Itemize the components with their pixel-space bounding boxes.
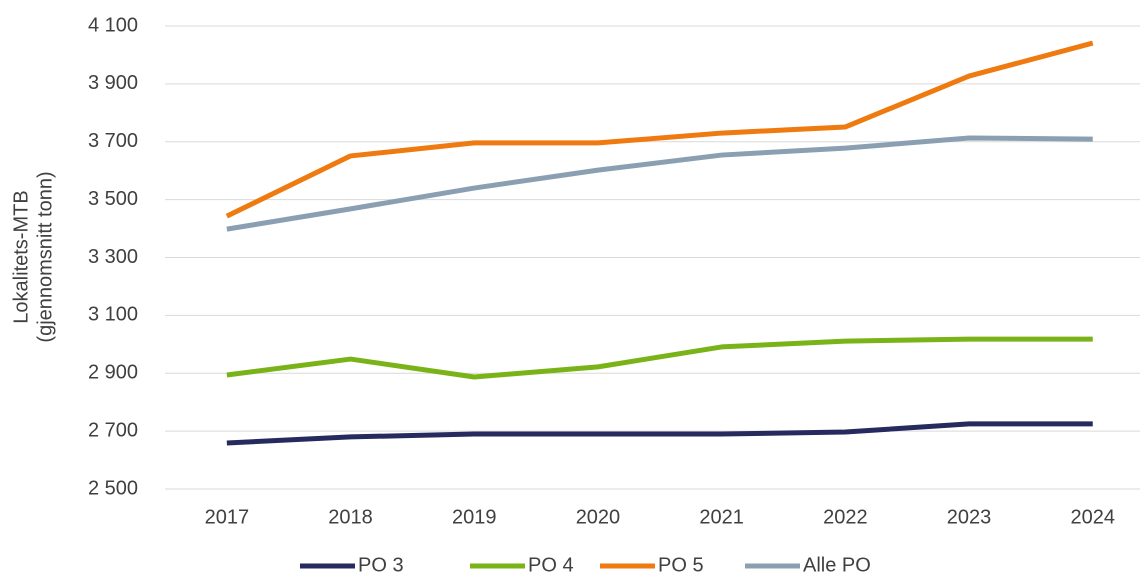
y-axis-label: (gjennomsnitt tonn) bbox=[34, 171, 56, 342]
line-series bbox=[226, 421, 1093, 446]
y-axis-label: Lokalitets-MTB bbox=[10, 190, 32, 323]
y-tick-label: 3 100 bbox=[88, 304, 138, 326]
y-tick-label: 4 100 bbox=[88, 14, 138, 36]
y-tick-label: 3 700 bbox=[88, 130, 138, 152]
y-tick-label: 2 700 bbox=[88, 419, 138, 441]
x-tick-label: 2020 bbox=[576, 506, 621, 528]
legend-label: PO 4 bbox=[528, 554, 574, 576]
x-tick-label: 2022 bbox=[823, 506, 868, 528]
line-series bbox=[226, 336, 1093, 380]
legend-label: PO 5 bbox=[658, 554, 704, 576]
y-tick-label: 2 900 bbox=[88, 362, 138, 384]
y-tick-label: 3 300 bbox=[88, 246, 138, 268]
y-tick-label: 3 900 bbox=[88, 72, 138, 94]
x-tick-label: 2024 bbox=[1071, 506, 1116, 528]
line-series bbox=[226, 135, 1093, 232]
x-tick-label: 2017 bbox=[205, 506, 250, 528]
y-tick-label: 2 500 bbox=[88, 477, 138, 499]
line-series bbox=[225, 40, 1094, 219]
legend-label: PO 3 bbox=[358, 554, 404, 576]
x-tick-label: 2023 bbox=[947, 506, 992, 528]
x-tick-label: 2021 bbox=[699, 506, 744, 528]
x-tick-label: 2019 bbox=[452, 506, 497, 528]
y-tick-label: 3 500 bbox=[88, 188, 138, 210]
legend-label: Alle PO bbox=[803, 554, 871, 576]
x-tick-label: 2018 bbox=[328, 506, 373, 528]
